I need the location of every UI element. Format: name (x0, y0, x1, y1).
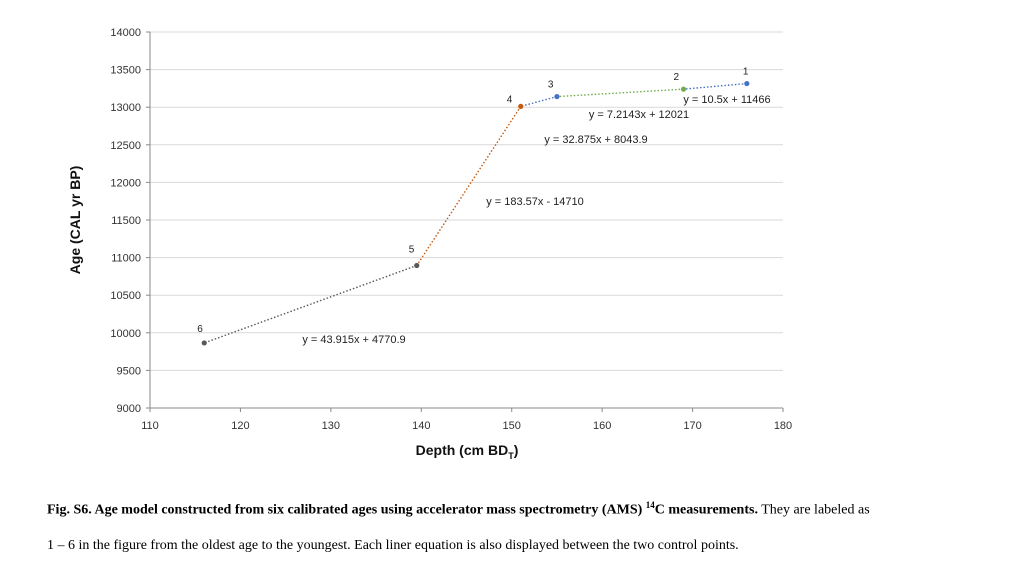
equation-label: y = 7.2143x + 12021 (589, 109, 689, 121)
x-axis-title: Depth (cm BDT) (416, 442, 519, 461)
caption-line2: 1 – 6 in the figure from the oldest age … (47, 538, 739, 553)
point-label: 1 (743, 67, 749, 78)
data-point (554, 93, 560, 100)
equation-label: y = 10.5x + 11466 (683, 94, 770, 106)
trend-segment (416, 105, 522, 266)
point-label: 5 (409, 244, 415, 255)
x-tick-label: 180 (774, 420, 792, 432)
trend-segment (683, 82, 747, 90)
equation-label: y = 32.875x + 8043.9 (544, 134, 647, 146)
data-point (680, 86, 687, 92)
x-tick-label: 130 (322, 420, 340, 432)
equation-labels: y = 10.5x + 11466 y = 7.2143x + 12021 y = … (302, 94, 770, 346)
y-tick-label: 11500 (111, 215, 141, 227)
y-tick-label: 11000 (111, 253, 141, 265)
point-label: 2 (674, 72, 680, 83)
x-tick-label: 120 (231, 420, 249, 432)
trend-segment (556, 88, 684, 98)
caption-bold-a: Fig. S6. Age model constructed from six … (47, 502, 646, 518)
data-points (201, 80, 750, 346)
equation-label: y = 183.57x - 14710 (486, 196, 584, 208)
data-point (201, 340, 207, 346)
caption-line1-rest: They are labeled as (757, 502, 870, 518)
x-tick-label: 160 (593, 420, 611, 432)
x-tick-label: 150 (503, 420, 521, 432)
y-axis-title: Age (CAL yr BP) (67, 166, 83, 275)
trend-segment (520, 95, 558, 108)
y-tick-label: 9000 (117, 403, 141, 415)
series-segments (204, 82, 747, 344)
x-tick-label: 110 (141, 420, 159, 432)
x-axis-ticks: 110 120 130 140 150 160 170 180 (141, 408, 792, 432)
data-point (414, 262, 420, 269)
gridlines (150, 31, 783, 409)
y-tick-label: 12500 (110, 140, 141, 152)
y-tick-label: 13000 (110, 102, 141, 114)
y-tick-label: 10500 (110, 290, 141, 302)
equation-label: y = 43.915x + 4770.9 (302, 334, 405, 346)
data-point (518, 103, 524, 109)
caption-superscript: 14 (645, 500, 655, 510)
x-tick-label: 140 (412, 420, 430, 432)
y-tick-label: 12000 (110, 177, 141, 189)
y-tick-label: 14000 (110, 27, 141, 39)
y-tick-label: 9500 (117, 365, 141, 377)
figure-caption-line-1: Fig. S6. Age model constructed from six … (47, 500, 1017, 519)
x-tick-label: 170 (683, 420, 701, 432)
point-labels: 1 2 3 4 5 6 (197, 67, 749, 335)
y-tick-label: 10000 (110, 328, 141, 340)
age-model-chart: 110 120 130 140 150 160 170 180 9000 9500 10000 10… (67, 27, 792, 461)
point-label: 6 (197, 324, 203, 335)
point-label: 3 (548, 80, 554, 91)
point-label: 4 (507, 94, 513, 105)
y-tick-label: 13500 (110, 65, 141, 77)
y-axis-ticks: 9000 9500 10000 10500 11000 11500 12000 12500 13… (110, 27, 150, 415)
figure-caption-line-2: 1 – 6 in the figure from the oldest age … (47, 538, 1017, 554)
data-point (744, 80, 750, 87)
caption-bold-b: C measurements. (654, 502, 758, 518)
trend-segment (204, 264, 418, 344)
